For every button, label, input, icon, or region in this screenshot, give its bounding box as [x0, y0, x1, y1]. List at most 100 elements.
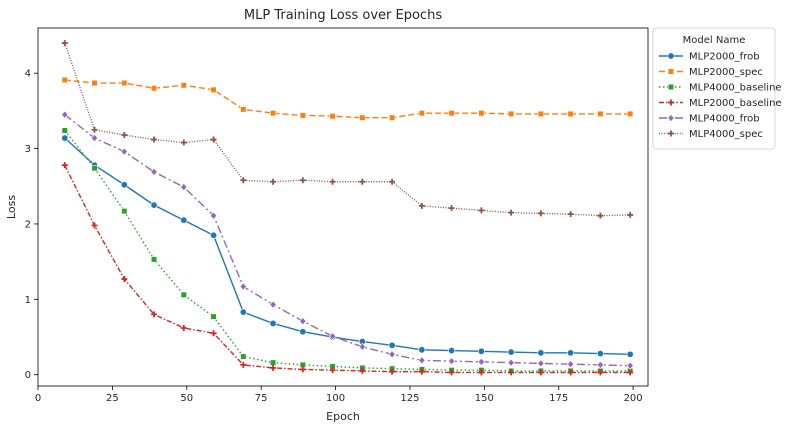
data-point	[240, 361, 247, 368]
data-point	[329, 367, 336, 374]
data-point	[567, 211, 574, 218]
legend-label: MLP2000_baseline	[689, 98, 782, 109]
data-point	[597, 110, 604, 118]
data-point	[477, 357, 485, 366]
series-line-mlp2000-spec	[64, 79, 631, 119]
series-mlp4000-spec	[61, 40, 634, 219]
data-point	[448, 357, 456, 366]
x-tick-label: 0	[35, 393, 41, 404]
legend-swatch-marker	[667, 52, 675, 60]
data-point	[269, 300, 277, 309]
data-point	[329, 178, 336, 185]
data-point	[299, 366, 306, 373]
data-point	[418, 346, 426, 354]
data-point	[358, 342, 366, 351]
x-tick-label: 25	[106, 393, 119, 404]
y-tick-label: 4	[25, 69, 31, 80]
data-point	[328, 332, 337, 341]
data-point	[239, 282, 247, 291]
legend-label: MLP4000_baseline	[689, 83, 782, 94]
legend-swatch-marker	[668, 99, 674, 106]
data-point	[359, 114, 366, 121]
y-axis-label: Loss	[5, 195, 18, 219]
data-point	[91, 222, 98, 229]
data-point	[120, 147, 128, 156]
data-point	[448, 369, 455, 376]
y-tick-label: 2	[25, 219, 31, 230]
data-point	[478, 369, 485, 376]
data-point	[508, 209, 515, 216]
data-point	[508, 110, 515, 118]
data-point	[61, 162, 68, 169]
series-line-mlp4000-frob	[64, 114, 631, 367]
data-point	[418, 202, 425, 209]
data-point	[61, 134, 69, 142]
data-point	[120, 181, 128, 189]
data-point	[507, 358, 515, 367]
data-point	[150, 256, 158, 263]
data-point	[567, 369, 574, 376]
data-point	[240, 106, 247, 113]
data-point	[627, 110, 634, 118]
data-point	[388, 341, 396, 349]
legend-item-mlp4000-spec: MLP4000_spec	[659, 129, 763, 140]
data-point	[270, 178, 277, 185]
data-point	[567, 360, 575, 369]
series-layer	[61, 40, 634, 376]
legend-swatch-marker	[667, 83, 675, 91]
data-point	[150, 201, 158, 209]
legend-label: MLP4000_spec	[689, 129, 763, 140]
data-point	[299, 317, 307, 326]
series-line-mlp4000-baseline	[64, 130, 631, 372]
data-point	[627, 211, 634, 218]
axis-ticks: 0 25 50 75 100 125 150 175 200 0 1 2 3 4	[25, 69, 643, 404]
legend-item-mlp2000-baseline: MLP2000_baseline	[659, 98, 782, 109]
data-point	[389, 178, 396, 185]
data-point	[507, 348, 515, 356]
data-point	[269, 359, 277, 366]
data-point	[418, 356, 426, 365]
data-point	[209, 211, 218, 220]
data-point	[210, 86, 217, 93]
legend-swatch-marker	[667, 113, 675, 123]
data-point	[477, 347, 485, 355]
data-point	[150, 167, 158, 177]
data-point	[567, 110, 574, 118]
data-point	[151, 136, 158, 143]
series-mlp2000-baseline	[61, 162, 634, 376]
data-point	[596, 360, 604, 369]
legend-label: MLP2000_spec	[689, 67, 763, 78]
data-point	[418, 368, 425, 375]
data-point	[269, 110, 277, 117]
series-mlp2000-spec	[61, 76, 634, 121]
data-point	[597, 212, 604, 219]
data-point	[61, 110, 69, 119]
data-point	[388, 114, 396, 121]
data-point	[537, 369, 544, 376]
data-point	[626, 361, 634, 370]
chart-title: MLP Training Loss over Epochs	[244, 8, 442, 23]
data-point	[180, 291, 187, 298]
legend-items: MLP2000_frob MLP2000_spec MLP4000_baseline…	[659, 52, 782, 140]
data-point	[537, 110, 544, 118]
legend-label: MLP4000_frob	[689, 114, 760, 125]
data-point	[180, 139, 187, 146]
data-point	[61, 76, 68, 84]
data-point	[210, 313, 217, 320]
data-point	[151, 311, 158, 318]
data-point	[478, 110, 485, 117]
data-point	[537, 349, 545, 357]
x-tick-label: 100	[326, 393, 345, 404]
data-point	[91, 165, 98, 172]
data-point	[448, 205, 455, 212]
data-point	[596, 350, 604, 358]
data-point	[121, 208, 128, 215]
data-point	[626, 350, 634, 358]
data-point	[61, 40, 68, 47]
data-point	[180, 182, 188, 192]
data-point	[180, 82, 187, 89]
series-mlp4000-frob	[61, 110, 634, 370]
data-point	[448, 110, 455, 117]
data-point	[240, 353, 247, 360]
data-point	[359, 178, 366, 185]
